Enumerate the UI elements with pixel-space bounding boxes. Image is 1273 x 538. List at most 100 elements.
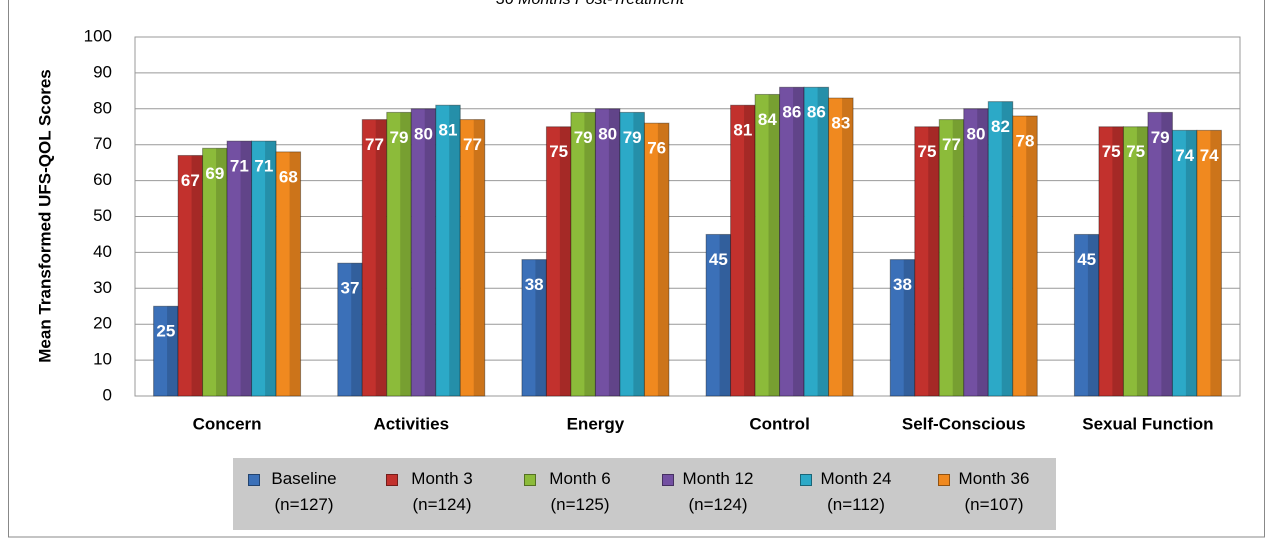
bar-shade xyxy=(903,259,915,396)
bar xyxy=(177,154,204,397)
value-label: 38 xyxy=(893,275,912,294)
bar-shade xyxy=(167,306,179,396)
chart-title: 36 Months Post-Treatment xyxy=(496,0,685,8)
value-label: 77 xyxy=(463,135,482,154)
value-label: 74 xyxy=(1175,146,1194,165)
bar-shade xyxy=(1087,234,1099,396)
bar-shade xyxy=(608,108,620,397)
bar-shade xyxy=(977,108,989,397)
legend-label: Month 36 (n=107) xyxy=(958,469,1030,514)
bar-shade xyxy=(1136,126,1148,396)
bar xyxy=(803,86,830,397)
bar-shade xyxy=(793,87,805,396)
bar-shade xyxy=(657,123,669,396)
value-label: 74 xyxy=(1200,146,1219,165)
value-label: 75 xyxy=(918,142,937,161)
legend-swatch xyxy=(248,474,260,486)
bar xyxy=(1147,111,1173,397)
value-label: 77 xyxy=(365,135,384,154)
bar xyxy=(521,259,547,397)
value-label: 69 xyxy=(205,164,224,183)
y-tick-label: 30 xyxy=(93,278,112,297)
bar xyxy=(226,140,253,397)
y-tick-label: 80 xyxy=(93,98,112,117)
bar-shade xyxy=(240,141,252,396)
value-label: 76 xyxy=(647,139,666,158)
bar-shade xyxy=(584,112,596,396)
bar-shade xyxy=(559,126,571,396)
bar xyxy=(153,305,179,397)
bar-shade xyxy=(400,112,412,396)
value-label: 78 xyxy=(1016,131,1035,150)
bar xyxy=(410,108,437,397)
x-tick-label: Energy xyxy=(567,414,625,433)
legend-label: Month 6 (n=125) xyxy=(549,469,611,514)
bar xyxy=(570,111,596,397)
value-label: 75 xyxy=(1102,142,1121,161)
bar-shade xyxy=(952,119,964,396)
bar-shade xyxy=(191,155,203,396)
bar xyxy=(987,101,1014,397)
bar-shade xyxy=(1210,130,1222,396)
bar xyxy=(889,259,916,397)
bar-shade xyxy=(928,126,940,396)
bar xyxy=(594,108,621,397)
bar-shade xyxy=(473,119,485,396)
bar xyxy=(1171,129,1198,397)
y-tick-label: 100 xyxy=(84,26,112,45)
bar-shade xyxy=(817,87,829,396)
bar xyxy=(1196,129,1222,397)
legend-swatch xyxy=(524,474,536,486)
bar-shade xyxy=(842,98,854,396)
value-label: 25 xyxy=(156,322,175,341)
value-label: 81 xyxy=(439,121,458,140)
value-label: 86 xyxy=(807,103,826,122)
value-label: 77 xyxy=(942,135,961,154)
legend-label: Month 3 (n=124) xyxy=(411,469,473,514)
y-tick-label: 10 xyxy=(93,350,112,369)
value-label: 79 xyxy=(623,128,642,147)
bar-shade xyxy=(375,119,387,396)
bar xyxy=(1073,233,1100,397)
bar xyxy=(828,97,854,397)
bar-shade xyxy=(1001,101,1013,397)
value-label: 79 xyxy=(1151,128,1170,147)
value-label: 83 xyxy=(831,114,850,133)
legend-swatch xyxy=(938,474,950,486)
value-label: 79 xyxy=(574,128,593,147)
bar-shade xyxy=(1161,112,1173,396)
bar-shade xyxy=(351,263,363,396)
value-label: 80 xyxy=(414,124,433,143)
bar xyxy=(643,122,670,397)
value-label: 75 xyxy=(1126,142,1145,161)
value-label: 68 xyxy=(279,167,298,186)
y-tick-label: 50 xyxy=(93,206,112,225)
bar-shade xyxy=(1026,115,1038,396)
value-label: 80 xyxy=(598,124,617,143)
chart-border xyxy=(8,0,1265,538)
y-tick-label: 60 xyxy=(93,170,112,189)
bar xyxy=(459,119,486,397)
bar-shade xyxy=(265,141,277,396)
bar xyxy=(386,111,412,397)
bar xyxy=(1012,115,1038,397)
bar xyxy=(275,151,302,397)
y-axis-label: Mean Transformed UFS-QOL Scores xyxy=(35,69,54,362)
value-label: 45 xyxy=(709,250,728,269)
bar xyxy=(938,119,965,397)
x-tick-label: Self-Conscious xyxy=(902,414,1026,433)
x-tick-label: Activities xyxy=(373,414,449,433)
y-tick-label: 70 xyxy=(93,134,112,153)
bar-shade xyxy=(744,105,756,397)
y-tick-label: 90 xyxy=(93,62,112,81)
value-label: 67 xyxy=(181,171,200,190)
value-label: 80 xyxy=(967,124,986,143)
value-label: 71 xyxy=(230,157,249,176)
bar-shade xyxy=(449,105,461,397)
value-label: 84 xyxy=(758,110,777,129)
bar-shade xyxy=(768,94,780,396)
legend-label: Baseline (n=127) xyxy=(271,469,337,514)
value-label: 38 xyxy=(525,275,544,294)
legend-swatch xyxy=(386,474,398,486)
